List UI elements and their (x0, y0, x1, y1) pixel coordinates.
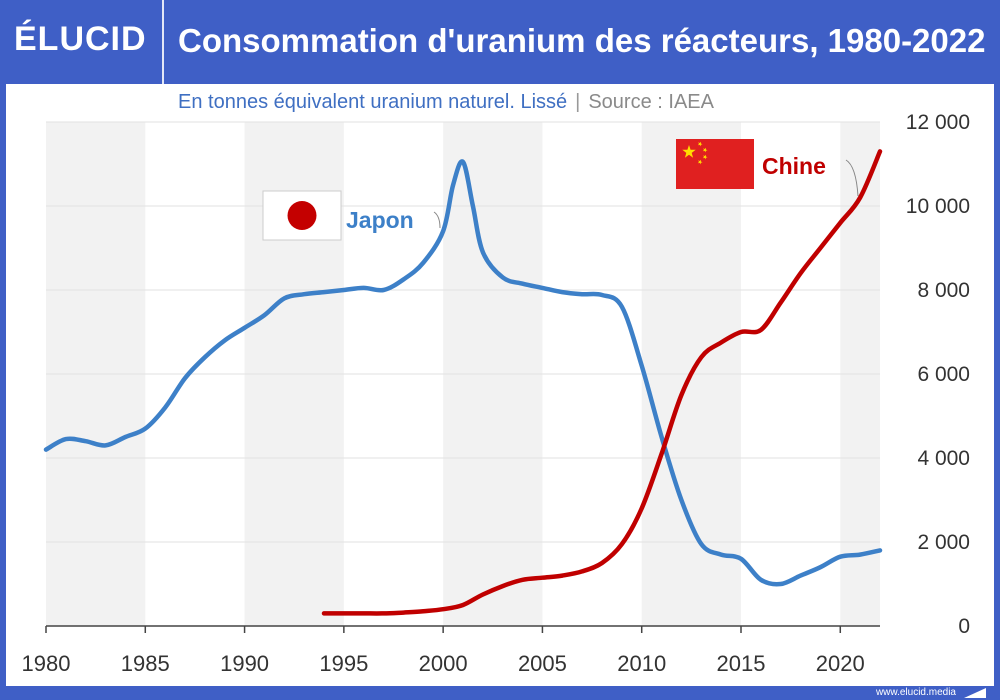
x-tick-label: 2005 (518, 651, 567, 676)
japan-label-connector (433, 211, 441, 229)
series-line-china (321, 149, 883, 616)
china-flag-small-star (702, 147, 708, 153)
japan-series-label: Japon (346, 207, 414, 233)
x-tick-label: 2000 (419, 651, 468, 676)
y-tick-label: 0 (958, 615, 970, 638)
y-tick-label: 10 000 (906, 195, 970, 218)
brand-mark-icon (964, 688, 986, 698)
axis-layer: 0 2 000 4 000 6 000 8 000 10 000 12 000 1980 198… (22, 111, 970, 676)
x-tick-label: 1985 (121, 651, 170, 676)
header-divider (162, 0, 164, 84)
y-tick-label: 6 000 (917, 363, 970, 386)
subtitle-text: En tonnes équivalent uranium naturel. Li… (178, 91, 568, 113)
x-tick-label: 1980 (22, 651, 71, 676)
x-tick-label: 2020 (816, 651, 865, 676)
series-layer (43, 149, 883, 616)
china-label-connector (845, 159, 859, 197)
subtitle-separator: | (575, 91, 581, 113)
chart-title: Consommation d'uranium des réacteurs, 19… (178, 22, 986, 59)
china-flag-small-star (702, 154, 708, 160)
y-tick-label: 12 000 (906, 111, 970, 134)
y-tick-label: 8 000 (917, 279, 970, 302)
y-tick-label: 4 000 (917, 447, 970, 470)
x-tick-label: 2015 (717, 651, 766, 676)
brand-logo[interactable]: ÉLUCID (14, 20, 147, 58)
footer-url[interactable]: www.elucid.media (875, 687, 956, 698)
japan-flag-disc (287, 201, 317, 230)
china-series-label: Chine (762, 153, 826, 179)
china-flag-big-star (682, 145, 696, 158)
source-text: Source : IAEA (588, 91, 714, 113)
x-tick-label: 1995 (319, 651, 368, 676)
chart-subtitle: En tonnes équivalent uranium naturel. Li… (178, 91, 714, 114)
china-flag-icon (676, 139, 754, 189)
series-line-japan (43, 159, 883, 587)
label-layer: Japon Chine (262, 139, 859, 241)
x-tick-label: 1990 (220, 651, 269, 676)
china-flag-small-star (697, 141, 703, 147)
china-flag-small-star (697, 159, 703, 165)
x-tick-label: 2010 (617, 651, 666, 676)
y-tick-label: 2 000 (917, 531, 970, 554)
grid-layer (46, 121, 880, 543)
header-bar: ÉLUCID Consommation d'uranium des réacte… (0, 0, 1000, 84)
